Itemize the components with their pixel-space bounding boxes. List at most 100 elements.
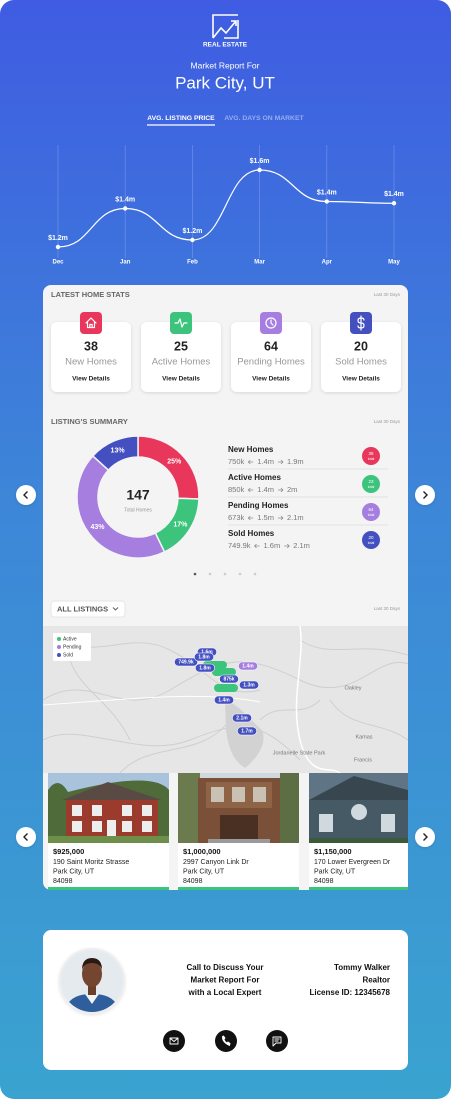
badge-count: 23 — [368, 479, 374, 484]
house-window — [72, 805, 82, 816]
agent-license: License ID: 12345678 — [310, 988, 391, 997]
pager-dot[interactable] — [208, 572, 212, 576]
marker-label[interactable]: 1.3m — [243, 683, 255, 689]
marker-label[interactable]: 1.8m — [198, 655, 210, 661]
marker-label[interactable]: 1.8m — [199, 666, 211, 672]
summary-name: Active Homes — [228, 473, 281, 482]
data-label: $1.4m — [317, 189, 337, 196]
stat-action[interactable]: View Details — [72, 376, 110, 383]
listing-price: $925,000 — [53, 847, 84, 856]
map-marker[interactable] — [219, 674, 239, 684]
filter-label[interactable]: ALL LISTINGS — [57, 604, 108, 613]
carousel-button[interactable] — [16, 827, 36, 847]
badge-count: 38 — [368, 451, 374, 456]
marker-label[interactable]: 1.6m — [201, 650, 213, 656]
carousel-chevron — [23, 833, 28, 841]
map: Oakley Kamas Francis Jordanelle State Park A… — [43, 626, 408, 773]
x-tick-label: Apr — [322, 260, 333, 266]
summary-badge — [362, 503, 380, 521]
summary-high: 2.1m — [293, 541, 310, 550]
listing-address: 2997 Canyon Link Dr — [183, 859, 249, 866]
badge-unit: total — [368, 541, 375, 545]
slice-label: 13% — [111, 448, 126, 455]
listing-city: Park City, UT — [183, 868, 225, 875]
slice-label: 43% — [91, 524, 106, 531]
listing-accent — [48, 887, 169, 890]
map-marker[interactable] — [236, 726, 258, 736]
data-label: $1.6m — [250, 158, 270, 165]
arrow — [284, 543, 290, 549]
carousel-button[interactable] — [415, 827, 435, 847]
marker-label[interactable]: 1.4m — [218, 698, 230, 704]
map-marker[interactable] — [193, 652, 215, 662]
listing-zip: 84098 — [53, 878, 73, 885]
house-window — [142, 821, 152, 832]
arrow — [277, 459, 284, 465]
pager-dot[interactable] — [238, 572, 242, 576]
stat-action[interactable]: View Details — [342, 376, 380, 383]
stat-card — [141, 322, 221, 392]
map-marker[interactable] — [237, 661, 259, 671]
photo-lawn — [48, 836, 169, 843]
agent-name: Tommy Walker — [334, 963, 390, 972]
map-marker[interactable] — [238, 680, 260, 690]
stat-icon — [174, 318, 188, 328]
legend-dot — [57, 645, 61, 649]
carousel-button[interactable] — [16, 485, 36, 505]
stat-count: 64 — [264, 339, 278, 353]
contact-icon — [222, 1035, 231, 1046]
badge-unit: total — [368, 485, 375, 489]
filter-dropdown[interactable] — [50, 600, 126, 618]
pager-dot[interactable] — [253, 572, 257, 576]
listing-zip: 84098 — [183, 878, 203, 885]
tab[interactable]: AVG. LISTING PRICE — [147, 115, 215, 122]
arrow — [247, 487, 254, 493]
stat-action[interactable]: View Details — [162, 376, 200, 383]
map-marker[interactable] — [174, 657, 198, 667]
donut-caption: Total Homes — [124, 507, 152, 513]
listing-city: Park City, UT — [53, 868, 95, 875]
house-window — [381, 814, 395, 832]
map-marker[interactable] — [231, 713, 253, 723]
house-door — [107, 820, 116, 838]
point — [257, 167, 262, 173]
place-label: Jordanelle State Park — [273, 750, 326, 756]
avatar-hair — [82, 958, 102, 970]
carousel-button[interactable] — [415, 485, 435, 505]
logo-text: REAL ESTATE — [203, 42, 248, 49]
marker-label[interactable]: 2.1m — [236, 716, 248, 722]
x-tick-label: May — [388, 260, 400, 266]
marker-label[interactable]: 875k — [223, 677, 234, 683]
stat-action[interactable]: View Details — [252, 376, 290, 383]
summary-badge — [362, 447, 380, 465]
contact-button[interactable] — [215, 1030, 237, 1052]
chevron — [112, 607, 119, 611]
pager-dot[interactable] — [223, 572, 227, 576]
arrow — [247, 459, 254, 465]
contact-card — [43, 930, 408, 1070]
map-marker[interactable] — [213, 695, 235, 705]
summary-high: 2m — [287, 485, 297, 494]
place-label: Oakley — [344, 685, 361, 691]
summary-name: New Homes — [228, 445, 274, 454]
pager-dot[interactable] — [193, 572, 197, 576]
stat-label: Pending Homes — [237, 357, 305, 368]
title: Park City, UT — [175, 73, 275, 92]
marker-label[interactable]: 1.7m — [241, 729, 253, 735]
stat-count: 25 — [174, 339, 188, 353]
donut-total: 147 — [126, 487, 150, 503]
summary-badge — [362, 475, 380, 493]
marker-label[interactable]: 1.4m — [242, 664, 254, 670]
place-label: Kamas — [355, 734, 372, 740]
summary-high: 1.9m — [287, 457, 304, 466]
house-roof — [309, 776, 408, 800]
summary-name: Pending Homes — [228, 501, 289, 510]
marker-label[interactable]: 749.9k — [178, 660, 194, 666]
arrow — [254, 543, 260, 549]
summary-low: 749.9k — [228, 541, 251, 550]
tab[interactable]: AVG. DAYS ON MARKET — [224, 115, 304, 122]
badge-unit: total — [368, 457, 375, 461]
map-marker[interactable] — [194, 663, 216, 673]
